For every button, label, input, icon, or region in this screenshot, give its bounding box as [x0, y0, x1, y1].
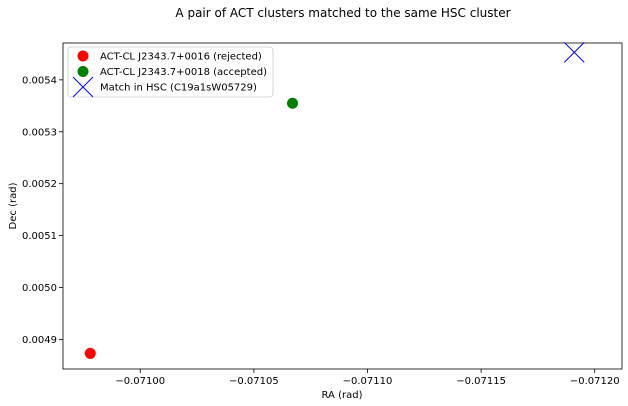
legend-marker-3-stroke-b: [72, 76, 94, 98]
legend-marker-2-dot: [77, 66, 89, 77]
data-point-3-stroke-b: [563, 41, 585, 63]
data-points: [84, 41, 585, 359]
legend-label-2: ACT-CL J2343.7+0018 (accepted): [100, 67, 267, 78]
data-point-3: [563, 41, 585, 63]
legend: ACT-CL J2343.7+0016 (rejected) ACT-CL J23…: [67, 46, 274, 98]
legend-marker-1-dot: [77, 50, 89, 62]
data-point-2-dot: [287, 97, 299, 109]
legend-box: [67, 46, 274, 98]
x-tick-label: −0.07120: [570, 376, 620, 387]
data-point-2: [287, 97, 299, 109]
legend-entry-1: ACT-CL J2343.7+0016 (rejected): [77, 50, 262, 63]
x-axis: −0.07100 −0.07105 −0.07110 −0.07115 −0.07120: [115, 369, 620, 387]
y-tick-label: 0.0052: [22, 179, 57, 190]
x-tick-label: −0.07110: [343, 376, 393, 387]
y-axis-title: Dec (rad): [8, 182, 19, 229]
legend-label-3: Match in HSC (C19a1sW05729): [100, 83, 257, 94]
y-tick-label: 0.0054: [22, 75, 57, 86]
data-point-1: [84, 347, 96, 359]
legend-entry-2: ACT-CL J2343.7+0018 (accepted): [77, 66, 267, 78]
plot-frame: [62, 42, 623, 370]
y-tick-label: 0.0050: [22, 283, 57, 294]
data-point-1-dot: [84, 347, 96, 359]
x-axis-title: RA (rad): [322, 390, 363, 401]
legend-entry-3: Match in HSC (C19a1sW05729): [72, 76, 257, 98]
x-tick-label: −0.07105: [229, 376, 279, 387]
chart-title: A pair of ACT clusters matched to the sa…: [175, 6, 510, 20]
y-tick-label: 0.0051: [22, 231, 57, 242]
y-tick-label: 0.0049: [22, 335, 57, 346]
x-tick-label: −0.07115: [456, 376, 506, 387]
y-axis: 0.0049 0.0050 0.0051 0.0052 0.0053 0.0054: [22, 75, 63, 346]
y-tick-label: 0.0053: [22, 127, 57, 138]
x-tick-label: −0.07100: [115, 376, 165, 387]
legend-label-1: ACT-CL J2343.7+0016 (rejected): [100, 52, 262, 63]
